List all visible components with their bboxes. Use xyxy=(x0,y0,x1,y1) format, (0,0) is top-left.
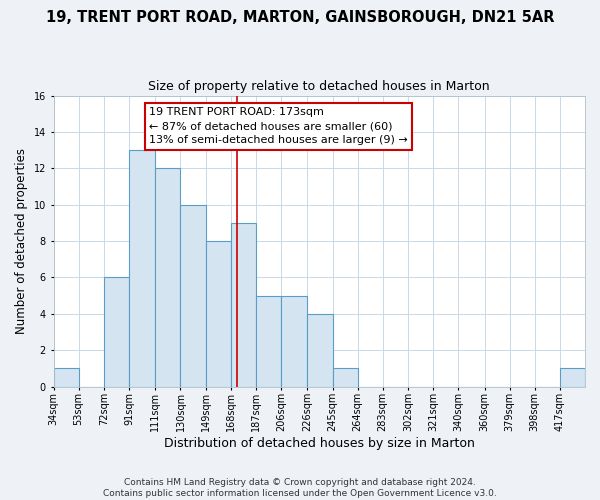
Bar xyxy=(560,368,585,386)
Bar xyxy=(206,241,231,386)
Text: 19 TRENT PORT ROAD: 173sqm
← 87% of detached houses are smaller (60)
13% of semi: 19 TRENT PORT ROAD: 173sqm ← 87% of deta… xyxy=(149,107,408,145)
Bar xyxy=(155,168,181,386)
Bar xyxy=(307,314,332,386)
Bar xyxy=(231,223,256,386)
Bar xyxy=(332,368,358,386)
Title: Size of property relative to detached houses in Marton: Size of property relative to detached ho… xyxy=(148,80,490,93)
X-axis label: Distribution of detached houses by size in Marton: Distribution of detached houses by size … xyxy=(164,437,475,450)
Text: Contains HM Land Registry data © Crown copyright and database right 2024.
Contai: Contains HM Land Registry data © Crown c… xyxy=(103,478,497,498)
Bar xyxy=(129,150,155,386)
Bar xyxy=(256,296,281,386)
Bar xyxy=(181,204,206,386)
Bar xyxy=(53,368,79,386)
Bar xyxy=(104,278,129,386)
Text: 19, TRENT PORT ROAD, MARTON, GAINSBOROUGH, DN21 5AR: 19, TRENT PORT ROAD, MARTON, GAINSBOROUG… xyxy=(46,10,554,25)
Bar xyxy=(281,296,307,386)
Y-axis label: Number of detached properties: Number of detached properties xyxy=(15,148,28,334)
